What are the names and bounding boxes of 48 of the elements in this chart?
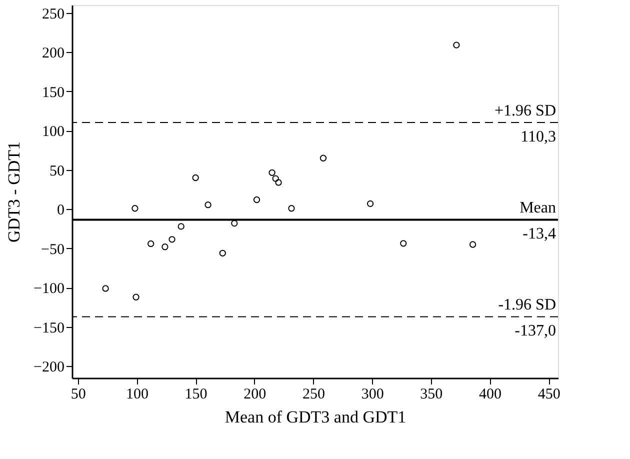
x-tick-label: 50 [70, 386, 86, 402]
x-tick-label: 100 [126, 386, 148, 402]
y-tick-label: 0 [57, 202, 64, 219]
y-axis-title: GDT3 - GDT1 [4, 141, 24, 243]
annotation: -13,4 [522, 226, 556, 243]
point [400, 240, 407, 247]
x-tick-label: 200 [244, 386, 266, 402]
point [162, 244, 168, 250]
point [148, 240, 154, 248]
point [288, 205, 295, 212]
annotation: 110,3 [520, 128, 556, 146]
x-tick-label: 150 [184, 386, 208, 402]
point [231, 220, 238, 227]
x-tick-label: 450 [538, 386, 560, 402]
ref-line-label: Mean [520, 200, 556, 217]
y-tick-label: 250 [42, 6, 64, 22]
point [219, 250, 226, 256]
y-tick-label: 150 [42, 84, 64, 101]
y-tick-label: −200 [34, 360, 64, 376]
x-tick-label: 400 [479, 386, 502, 402]
annotation: -137,0 [514, 322, 556, 340]
y-tick-label: 50 [50, 163, 64, 180]
point [192, 174, 199, 182]
point [204, 202, 212, 208]
y-tick-label: −150 [34, 320, 64, 336]
point [102, 285, 109, 292]
point [132, 294, 140, 300]
point [272, 175, 279, 182]
y-tick-label: −50 [41, 242, 64, 258]
x-axis-title: Mean of GDT3 and GDT1 [224, 408, 406, 426]
point [453, 42, 460, 48]
point [178, 223, 184, 230]
point [268, 169, 276, 176]
y-tick-label: 100 [42, 124, 64, 140]
point [469, 241, 476, 248]
point [168, 236, 176, 243]
y-tick-label: 200 [42, 46, 64, 62]
ref-line-label: -1.96 SD [498, 296, 556, 314]
point [366, 200, 374, 207]
point [275, 179, 282, 186]
x-tick-label: 250 [302, 386, 325, 402]
point [132, 205, 138, 212]
y-tick-label: −100 [34, 281, 64, 298]
point [320, 154, 327, 162]
x-tick-label: 300 [361, 386, 384, 402]
ref-line-label: +1.96 SD [494, 102, 556, 120]
x-tick-label: 350 [420, 386, 443, 402]
point [253, 196, 260, 204]
